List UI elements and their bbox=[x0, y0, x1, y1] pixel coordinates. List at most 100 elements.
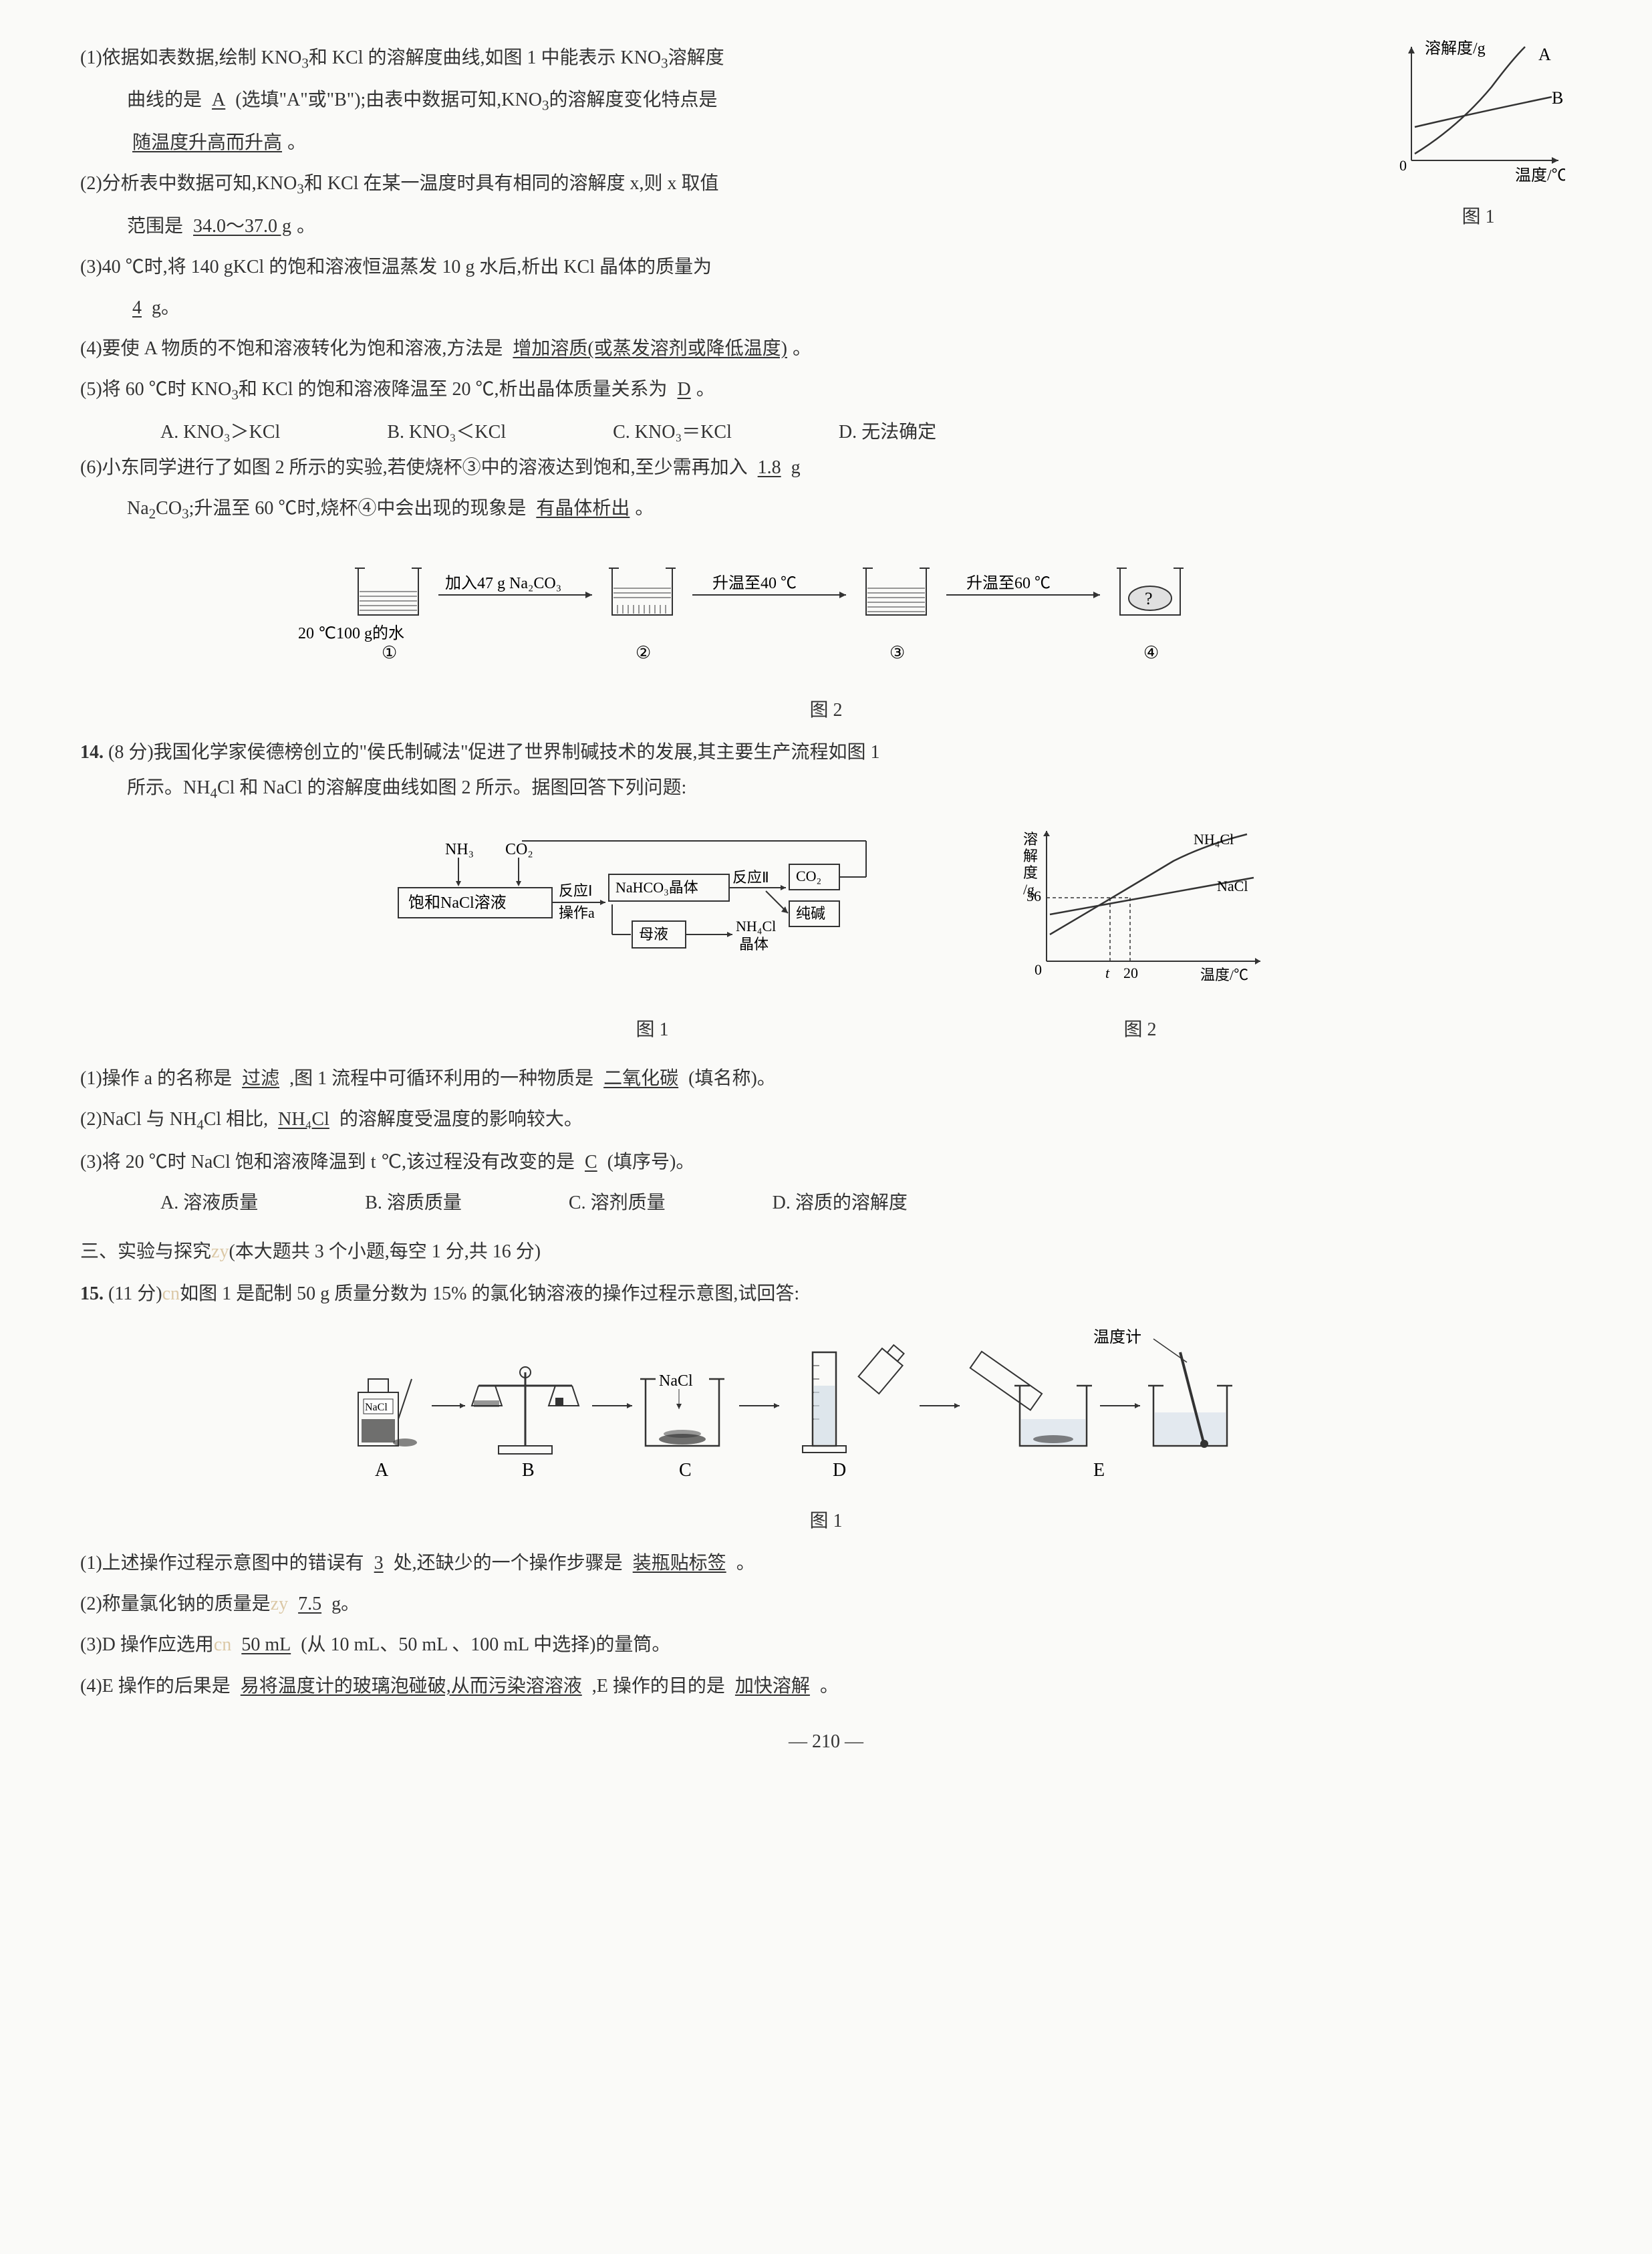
beaker-diagram: 20 ℃100 g的水 ① 加入47 g Na₂CO₃ ② 升温至40 ℃ bbox=[80, 555, 1572, 728]
solubility-chart-2: 溶 解 度 /g NH₄Cl NaCl 36 t 20 0 温度/℃ 图 2 bbox=[1006, 821, 1274, 1047]
svg-text:20 ℃100 g的水: 20 ℃100 g的水 bbox=[298, 624, 404, 642]
svg-text:晶体: 晶体 bbox=[739, 936, 769, 953]
q14-3-optB: B. 溶质质量 bbox=[365, 1185, 462, 1221]
svg-text:升温至60 ℃: 升温至60 ℃ bbox=[966, 574, 1051, 592]
svg-text:饱和NaCl溶液: 饱和NaCl溶液 bbox=[408, 894, 507, 912]
chart1-caption: 图 1 bbox=[1385, 199, 1572, 235]
svg-text:B: B bbox=[522, 1460, 535, 1481]
q13-6-cont: Na2CO3;升温至 60 ℃时,烧杯④中会出现的现象是 有晶体析出。 bbox=[80, 491, 1572, 527]
q14-3: (3)将 20 ℃时 NaCl 饱和溶液降温到 t ℃,该过程没有改变的是 C … bbox=[80, 1144, 1572, 1180]
chart1-xlabel: 温度/℃ bbox=[1515, 166, 1565, 184]
svg-text:度: 度 bbox=[1023, 864, 1038, 881]
svg-text:④: ④ bbox=[1143, 643, 1159, 662]
q13-3: (3)40 ℃时,将 140 gKCl 的饱和溶液恒温蒸发 10 g 水后,析出… bbox=[80, 249, 1572, 285]
svg-text:②: ② bbox=[636, 643, 651, 662]
q13-1-cont: 曲线的是 A (选填"A"或"B");由表中数据可知,KNO3的溶解度变化特点是 bbox=[80, 82, 1572, 119]
q13-6-ans1: 1.8 bbox=[752, 457, 787, 478]
solubility-chart-1: 溶解度/g A B 0 温度/℃ 图 1 bbox=[1385, 40, 1572, 235]
svg-text:加入47 g Na₂CO₃: 加入47 g Na₂CO₃ bbox=[445, 574, 561, 592]
equipment-diagram: 温度计 NaCl NaCl bbox=[80, 1326, 1572, 1539]
q14-2: (2)NaCl 与 NH4Cl 相比, NH₄Cl 的溶解度受温度的影响较大。 bbox=[80, 1102, 1572, 1138]
q14-3-options: A. 溶液质量 B. 溶质质量 C. 溶剂质量 D. 溶质的溶解度 bbox=[80, 1185, 1572, 1221]
section-3-title: 三、实验与探究zy(本大题共 3 个小题,每空 1 分,共 16 分) bbox=[80, 1234, 1572, 1269]
svg-text:NH₃: NH₃ bbox=[445, 841, 474, 858]
q14-3-optD: D. 溶质的溶解度 bbox=[773, 1185, 908, 1221]
svg-text:D: D bbox=[833, 1460, 846, 1481]
q15-4-ans1: 易将温度计的玻璃泡碰破,从而污染溶溶液 bbox=[235, 1676, 587, 1697]
q14-stem: 14. (8 分)我国化学家侯德榜创立的"侯氏制碱法"促进了世界制碱技术的发展,… bbox=[80, 735, 1572, 770]
beaker-svg: 20 ℃100 g的水 ① 加入47 g Na₂CO₃ ② 升温至40 ℃ bbox=[258, 555, 1394, 675]
q13-3-cont: 4 g。 bbox=[80, 290, 1572, 326]
q13-5-optB: B. KNO₃＜KCl bbox=[387, 414, 506, 450]
q15-4-ans2: 加快溶解 bbox=[730, 1676, 815, 1697]
q15-4: (4)E 操作的后果是 易将温度计的玻璃泡碰破,从而污染溶溶液 ,E 操作的目的… bbox=[80, 1668, 1572, 1704]
q15-2: (2)称量氯化钠的质量是zy 7.5 g。 bbox=[80, 1586, 1572, 1622]
q13: (1)依据如表数据,绘制 KNO3和 KCl 的溶解度曲线,如图 1 中能表示 … bbox=[80, 40, 1572, 528]
q13-6: (6)小东同学进行了如图 2 所示的实验,若使烧杯③中的溶液达到饱和,至少需再加… bbox=[80, 450, 1572, 485]
q14-3-optA: A. 溶液质量 bbox=[160, 1185, 258, 1221]
q15-1: (1)上述操作过程示意图中的错误有 3 处,还缺少的一个操作步骤是 装瓶贴标签 … bbox=[80, 1545, 1572, 1581]
q15-1-ans1: 3 bbox=[369, 1553, 389, 1574]
q14-subs: (1)操作 a 的名称是 过滤 ,图 1 流程中可循环利用的一种物质是 二氧化碳… bbox=[80, 1061, 1572, 1221]
svg-text:C: C bbox=[679, 1460, 692, 1481]
svg-text:NH₄Cl: NH₄Cl bbox=[736, 918, 776, 934]
svg-text:NaCl: NaCl bbox=[365, 1402, 388, 1413]
svg-text:20: 20 bbox=[1123, 965, 1138, 981]
svg-text:解: 解 bbox=[1023, 848, 1038, 864]
page-number: — 210 — bbox=[80, 1724, 1572, 1759]
q14-1-ans1: 过滤 bbox=[237, 1068, 285, 1089]
q14-1: (1)操作 a 的名称是 过滤 ,图 1 流程中可循环利用的一种物质是 二氧化碳… bbox=[80, 1061, 1572, 1096]
svg-text:温度计: 温度计 bbox=[1093, 1328, 1141, 1346]
chart1-curve-b: B bbox=[1552, 88, 1563, 108]
svg-text:③: ③ bbox=[889, 643, 905, 662]
q15-stem: 15. (11 分)cn如图 1 是配制 50 g 质量分数为 15% 的氯化钠… bbox=[80, 1276, 1572, 1311]
q14-3-optC: C. 溶剂质量 bbox=[569, 1185, 666, 1221]
chart1-ylabel: 溶解度/g bbox=[1425, 40, 1486, 57]
q13-3-ans: 4 bbox=[127, 297, 147, 318]
q15-subs: (1)上述操作过程示意图中的错误有 3 处,还缺少的一个操作步骤是 装瓶贴标签 … bbox=[80, 1545, 1572, 1704]
fig2-caption: 图 2 bbox=[80, 693, 1572, 728]
q15-2-ans: 7.5 bbox=[293, 1594, 327, 1614]
q14-diagrams: NH₃ CO₂ 饱和NaCl溶液 反应Ⅰ 操作a NaHCO₃晶体 母液 bbox=[80, 821, 1572, 1047]
svg-text:溶: 溶 bbox=[1023, 831, 1038, 848]
q13-1-ans1: A bbox=[206, 90, 231, 110]
svg-text:t: t bbox=[1105, 965, 1110, 981]
svg-text:CO₂: CO₂ bbox=[796, 868, 821, 884]
q14: 14. (8 分)我国化学家侯德榜创立的"侯氏制碱法"促进了世界制碱技术的发展,… bbox=[80, 735, 1572, 807]
svg-text:温度/℃: 温度/℃ bbox=[1200, 967, 1248, 983]
q13-6-ans2: 有晶体析出 bbox=[531, 498, 635, 519]
svg-text:操作a: 操作a bbox=[559, 904, 595, 921]
svg-text:NaCl: NaCl bbox=[659, 1372, 693, 1390]
q13-5: (5)将 60 ℃时 KNO3和 KCl 的饱和溶液降温至 20 ℃,析出晶体质… bbox=[80, 372, 1572, 408]
svg-text:A: A bbox=[375, 1460, 389, 1481]
q13-5-optA: A. KNO₃＞KCl bbox=[160, 414, 280, 450]
svg-text:NH₄Cl: NH₄Cl bbox=[1194, 831, 1234, 848]
q13-2-ans: 34.0～37.0 g bbox=[188, 216, 297, 237]
q13-1: (1)依据如表数据,绘制 KNO3和 KCl 的溶解度曲线,如图 1 中能表示 … bbox=[80, 40, 1572, 77]
svg-text:母液: 母液 bbox=[639, 926, 668, 943]
svg-text:NaHCO₃晶体: NaHCO₃晶体 bbox=[615, 879, 698, 896]
q13-5-ans: D bbox=[672, 379, 696, 400]
svg-text:CO₂: CO₂ bbox=[505, 841, 533, 858]
svg-text:0: 0 bbox=[1399, 157, 1407, 174]
q15-1-ans2: 装瓶贴标签 bbox=[628, 1553, 732, 1574]
q15-3: (3)D 操作应选用cn 50 mL (从 10 mL、50 mL 、100 m… bbox=[80, 1627, 1572, 1662]
q13-5-optD: D. 无法确定 bbox=[839, 414, 936, 450]
q13-2: (2)分析表中数据可知,KNO3和 KCl 在某一温度时具有相同的溶解度 x,则… bbox=[80, 166, 1572, 203]
svg-text:NaCl: NaCl bbox=[1217, 878, 1248, 894]
q14-2-ans: NH₄Cl bbox=[273, 1109, 335, 1130]
svg-text:反应Ⅰ: 反应Ⅰ bbox=[559, 882, 593, 899]
q13-1-ans2: 随温度升高而升高 bbox=[127, 132, 287, 153]
svg-text:?: ? bbox=[1145, 589, 1153, 608]
svg-text:0: 0 bbox=[1035, 961, 1042, 978]
svg-text:E: E bbox=[1093, 1460, 1105, 1481]
chart1-curve-a: A bbox=[1538, 45, 1551, 64]
q13-1-ans2-line: 随温度升高而升高。 bbox=[80, 125, 1572, 160]
q13-4-ans: 增加溶质(或蒸发溶剂或降低温度) bbox=[507, 338, 793, 359]
q13-5-optC: C. KNO₃＝KCl bbox=[613, 414, 732, 450]
svg-text:升温至40 ℃: 升温至40 ℃ bbox=[712, 574, 797, 592]
q13-5-options: A. KNO₃＞KCl B. KNO₃＜KCl C. KNO₃＝KCl D. 无… bbox=[80, 414, 1572, 450]
q13-2-cont: 范围是 34.0～37.0 g。 bbox=[80, 209, 1572, 244]
q15-3-ans: 50 mL bbox=[236, 1634, 296, 1655]
svg-text:36: 36 bbox=[1026, 888, 1041, 904]
